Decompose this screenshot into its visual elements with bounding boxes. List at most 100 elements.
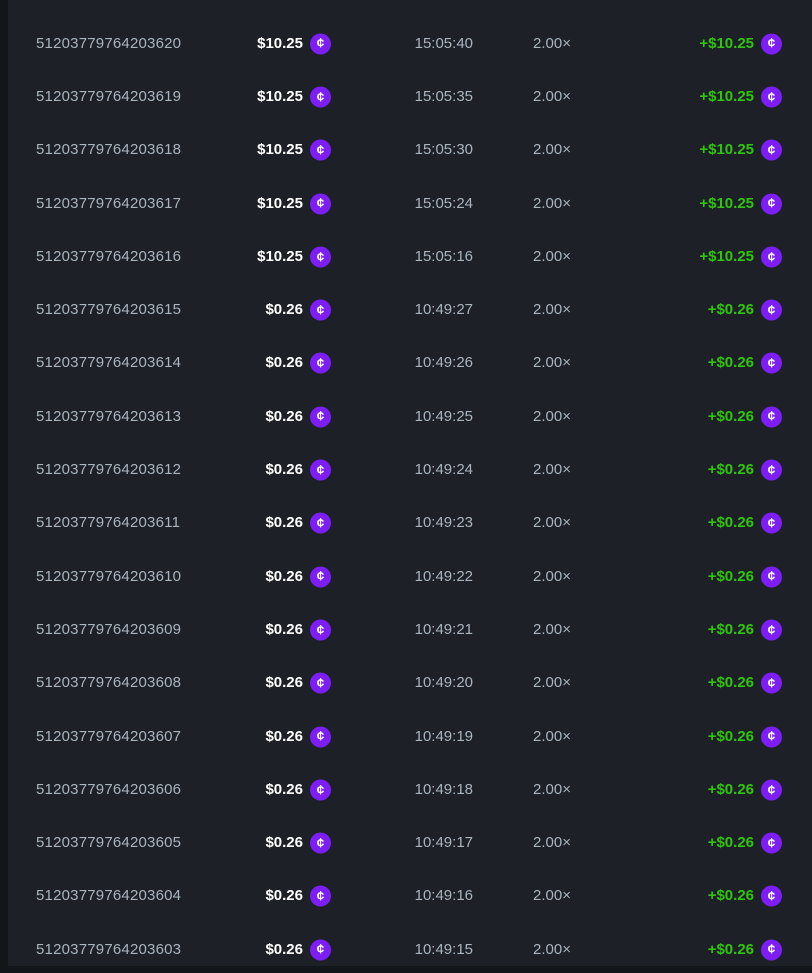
stake-cash-coin-icon: ¢	[761, 406, 782, 428]
bet-payout: +$0.26	[707, 727, 754, 745]
bet-id[interactable]: 51203779764203609	[36, 620, 182, 638]
bet-multiplier: 2.00×	[533, 354, 571, 372]
bet-row[interactable]: 51203779764203607 $0.26 ¢ 10:49:19 2.00×…	[8, 709, 812, 762]
stake-cash-coin-icon: ¢	[310, 619, 331, 641]
bet-id[interactable]: 51203779764203618	[36, 141, 182, 159]
bet-row[interactable]: 51203779764203610 $0.26 ¢ 10:49:22 2.00×…	[8, 549, 812, 602]
bet-payout: +$10.25	[699, 141, 754, 159]
bet-id[interactable]: 51203779764203619	[36, 87, 182, 105]
bet-multiplier: 2.00×	[533, 87, 571, 105]
bet-amount: $0.26	[265, 727, 303, 745]
bet-time: 15:05:35	[414, 87, 473, 105]
bet-amount: $0.26	[265, 407, 303, 425]
bet-amount-cell: $10.25 ¢	[206, 33, 331, 55]
bet-id[interactable]: 51203779764203620	[36, 34, 182, 52]
stake-cash-coin-icon: ¢	[310, 939, 331, 961]
bet-id[interactable]: 51203779764203615	[36, 301, 182, 319]
bet-row[interactable]: 51203779764203609 $0.26 ¢ 10:49:21 2.00×…	[8, 603, 812, 656]
bet-amount: $10.25	[257, 194, 303, 212]
bet-time: 15:05:16	[414, 247, 473, 265]
bet-amount-cell: $0.26 ¢	[206, 672, 331, 694]
bet-row[interactable]: 51203779764203619 $10.25 ¢ 15:05:35 2.00…	[8, 70, 812, 123]
bet-amount-cell: $0.26 ¢	[206, 352, 331, 374]
bet-row[interactable]: 51203779764203618 $10.25 ¢ 15:05:30 2.00…	[8, 123, 812, 176]
stake-cash-coin-icon: ¢	[310, 139, 331, 161]
stake-cash-coin-icon: ¢	[310, 352, 331, 374]
stake-cash-coin-icon: ¢	[761, 512, 782, 534]
bet-time: 15:05:24	[414, 194, 473, 212]
stake-cash-coin-icon: ¢	[761, 33, 782, 55]
bet-amount: $0.26	[265, 834, 303, 852]
bet-id[interactable]: 51203779764203611	[36, 514, 181, 532]
stake-cash-coin-icon: ¢	[310, 193, 331, 215]
bet-id[interactable]: 51203779764203604	[36, 887, 182, 905]
bet-amount: $0.26	[265, 940, 303, 958]
bet-multiplier: 2.00×	[533, 194, 571, 212]
stake-cash-coin-icon: ¢	[761, 885, 782, 907]
bet-amount: $10.25	[257, 141, 303, 159]
bet-id[interactable]: 51203779764203614	[36, 354, 182, 372]
stake-cash-coin-icon: ¢	[310, 246, 331, 268]
bet-amount-cell: $10.25 ¢	[206, 139, 331, 161]
stake-cash-coin-icon: ¢	[761, 779, 782, 801]
bet-payout: +$0.26	[707, 834, 754, 852]
bet-amount: $0.26	[265, 674, 303, 692]
bet-time: 15:05:40	[414, 34, 473, 52]
bet-payout: +$0.26	[707, 354, 754, 372]
bet-payout: +$0.26	[707, 567, 754, 585]
bet-amount-cell: $0.26 ¢	[206, 726, 331, 747]
bet-row[interactable]: 51203779764203608 $0.26 ¢ 10:49:20 2.00×…	[8, 656, 812, 709]
bet-id[interactable]: 51203779764203610	[36, 567, 182, 585]
bet-id[interactable]: 51203779764203605	[36, 834, 182, 852]
bet-id[interactable]: 51203779764203612	[36, 461, 182, 479]
bet-row[interactable]: 51203779764203616 $10.25 ¢ 15:05:16 2.00…	[8, 230, 812, 283]
bet-payout-cell: +$0.26 ¢	[571, 939, 782, 961]
bet-amount: $0.26	[265, 354, 303, 372]
bet-row[interactable]: 51203779764203612 $0.26 ¢ 10:49:24 2.00×…	[8, 443, 812, 496]
bet-payout-cell: +$0.26 ¢	[571, 566, 782, 588]
bet-time: 10:49:27	[414, 301, 473, 319]
bet-payout: +$0.26	[707, 407, 754, 425]
bet-row[interactable]: 51203779764203611 $0.26 ¢ 10:49:23 2.00×…	[8, 496, 812, 549]
bet-row[interactable]: 51203779764203613 $0.26 ¢ 10:49:25 2.00×…	[8, 390, 812, 443]
bet-multiplier: 2.00×	[533, 674, 571, 692]
stake-cash-coin-icon: ¢	[761, 619, 782, 641]
bet-id[interactable]: 51203779764203613	[36, 407, 182, 425]
bet-multiplier: 2.00×	[533, 834, 571, 852]
bet-row[interactable]: 51203779764203606 $0.26 ¢ 10:49:18 2.00×…	[8, 763, 812, 816]
bet-payout: +$10.25	[699, 87, 754, 105]
bet-amount-cell: $0.26 ¢	[206, 512, 331, 534]
bet-multiplier: 2.00×	[533, 940, 571, 958]
bet-row[interactable]: 51203779764203603 $0.26 ¢ 10:49:15 2.00×…	[8, 923, 812, 966]
stake-cash-coin-icon: ¢	[761, 459, 782, 481]
bet-row[interactable]: 51203779764203614 $0.26 ¢ 10:49:26 2.00×…	[8, 336, 812, 389]
bet-id[interactable]: 51203779764203617	[36, 194, 182, 212]
bet-row[interactable]: 51203779764203615 $0.26 ¢ 10:49:27 2.00×…	[8, 283, 812, 336]
stake-cash-coin-icon: ¢	[761, 352, 782, 374]
bet-amount-cell: $0.26 ¢	[206, 299, 331, 321]
bet-payout-cell: +$0.26 ¢	[571, 726, 782, 747]
bet-amount: $10.25	[257, 87, 303, 105]
bet-time: 10:49:25	[414, 407, 473, 425]
stake-cash-coin-icon: ¢	[761, 139, 782, 161]
bet-id[interactable]: 51203779764203608	[36, 674, 182, 692]
stake-cash-coin-icon: ¢	[310, 832, 331, 854]
bet-payout-cell: +$10.25 ¢	[571, 139, 782, 161]
stake-cash-coin-icon: ¢	[310, 86, 331, 108]
bet-row[interactable]: 51203779764203617 $10.25 ¢ 15:05:24 2.00…	[8, 176, 812, 229]
bet-row[interactable]: 51203779764203605 $0.26 ¢ 10:49:17 2.00×…	[8, 816, 812, 869]
bet-id[interactable]: 51203779764203616	[36, 247, 182, 265]
stake-cash-coin-icon: ¢	[310, 726, 331, 747]
bet-id[interactable]: 51203779764203603	[36, 940, 182, 958]
bets-history-panel: 51203779764203620 $10.25 ¢ 15:05:40 2.00…	[8, 0, 812, 966]
bet-amount-cell: $0.26 ¢	[206, 459, 331, 481]
bet-multiplier: 2.00×	[533, 567, 571, 585]
stake-cash-coin-icon: ¢	[761, 726, 782, 747]
bet-row[interactable]: 51203779764203620 $10.25 ¢ 15:05:40 2.00…	[8, 17, 812, 70]
bet-payout-cell: +$10.25 ¢	[571, 86, 782, 108]
bet-payout-cell: +$0.26 ¢	[571, 619, 782, 641]
bet-id[interactable]: 51203779764203606	[36, 780, 182, 798]
bet-row[interactable]: 51203779764203604 $0.26 ¢ 10:49:16 2.00×…	[8, 869, 812, 922]
bet-id[interactable]: 51203779764203607	[36, 727, 182, 745]
bet-time: 10:49:19	[414, 727, 473, 745]
